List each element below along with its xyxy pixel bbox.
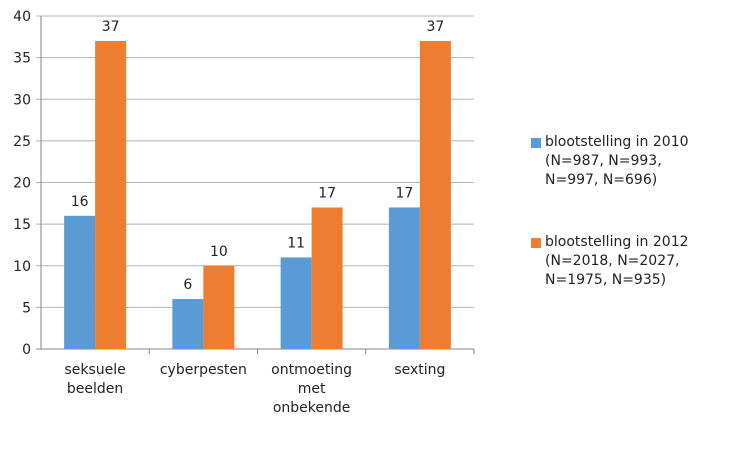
bar <box>388 207 420 349</box>
legend-swatch-2010 <box>531 138 541 148</box>
x-tick-label: cyberpesten <box>160 362 247 378</box>
bar <box>95 40 127 349</box>
data-label: 16 <box>71 194 89 210</box>
data-label: 37 <box>426 19 444 35</box>
x-tick-label: sexting <box>394 362 445 378</box>
y-tick-label: 40 <box>13 9 31 25</box>
bar <box>311 207 343 349</box>
y-tick-label: 35 <box>13 51 31 67</box>
x-tick-label: ontmoeting <box>271 362 352 378</box>
bar <box>419 40 451 349</box>
legend-label-2012: blootstelling in 2012 (N=2018, N=2027, N… <box>545 234 689 288</box>
data-label: 6 <box>183 277 192 293</box>
data-label: 11 <box>287 235 305 251</box>
x-tick-label: onbekende <box>273 400 351 416</box>
data-label: 10 <box>210 244 228 260</box>
y-tick-label: 30 <box>13 92 31 108</box>
x-tick-label: seksuele <box>64 362 125 378</box>
x-tick-label: beelden <box>67 381 123 397</box>
bar <box>203 265 235 349</box>
x-tick-label: met <box>298 381 326 397</box>
y-tick-label: 5 <box>22 300 31 316</box>
y-tick-label: 15 <box>13 217 31 233</box>
bar <box>64 215 96 349</box>
legend-swatch-2012 <box>531 238 541 248</box>
data-label: 37 <box>102 19 120 35</box>
bar <box>280 257 312 349</box>
legend-item-2010: blootstelling in 2010 (N=987, N=993, N=9… <box>531 133 725 190</box>
y-tick-label: 10 <box>13 259 31 275</box>
bar <box>172 299 204 349</box>
data-label: 17 <box>395 185 413 201</box>
legend: blootstelling in 2010 (N=987, N=993, N=9… <box>531 133 725 333</box>
data-label: 17 <box>318 185 336 201</box>
legend-item-2012: blootstelling in 2012 (N=2018, N=2027, N… <box>531 233 725 290</box>
y-tick-label: 0 <box>22 342 31 358</box>
legend-label-2010: blootstelling in 2010 (N=987, N=993, N=9… <box>545 134 689 188</box>
y-tick-label: 20 <box>13 176 31 192</box>
y-tick-label: 25 <box>13 134 31 150</box>
